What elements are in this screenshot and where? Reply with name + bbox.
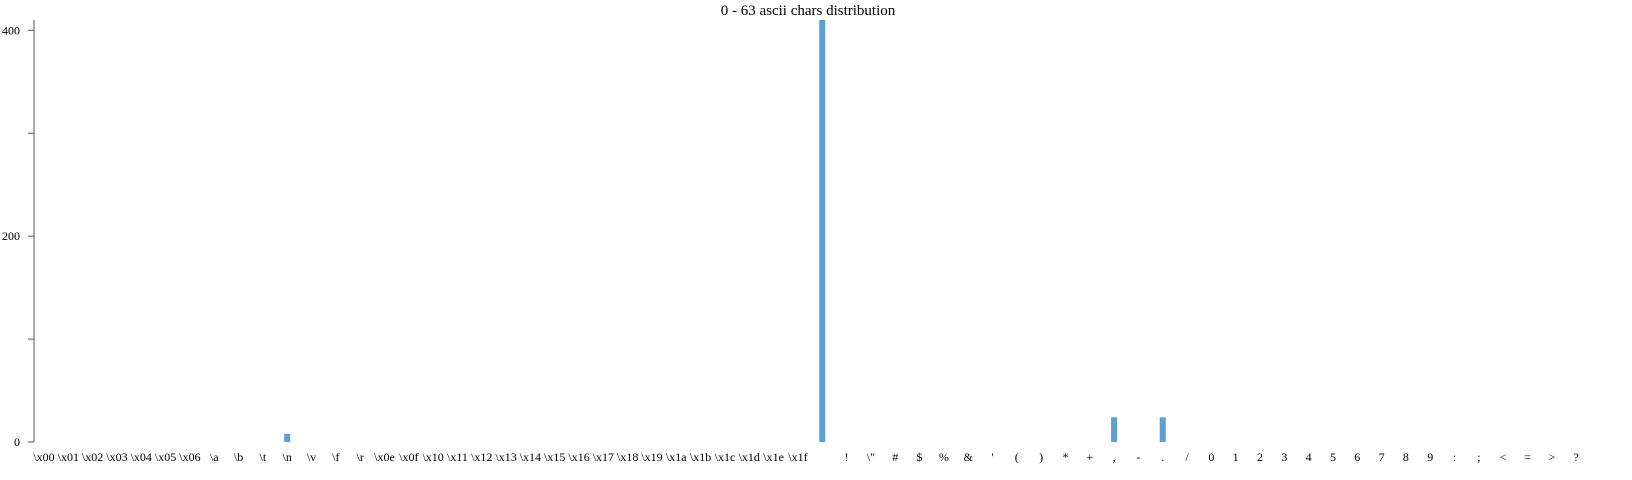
x-tick-label: ! xyxy=(845,450,849,464)
x-tick-label: \x0e xyxy=(374,450,395,464)
x-tick-label: \x1d xyxy=(739,450,760,464)
x-tick-label: 9 xyxy=(1427,450,1433,464)
x-tick-label: \n xyxy=(283,450,292,464)
x-tick-label: - xyxy=(1136,450,1140,464)
x-tick-label: \a xyxy=(210,450,219,464)
x-tick-label: 8 xyxy=(1403,450,1409,464)
x-tick-label: \x11 xyxy=(447,450,468,464)
bar xyxy=(819,20,826,442)
x-tick-label: + xyxy=(1086,450,1093,464)
y-tick-label: 200 xyxy=(2,229,20,243)
x-tick-label: , xyxy=(1113,450,1116,464)
x-tick-label: \v xyxy=(307,450,316,464)
y-tick-label: 400 xyxy=(2,23,20,37)
x-tick-label: \x17 xyxy=(593,450,614,464)
x-tick-label: \x01 xyxy=(58,450,79,464)
x-tick-label: \x05 xyxy=(155,450,176,464)
x-tick-label: . xyxy=(1161,450,1164,464)
x-tick-label: \x1e xyxy=(763,450,784,464)
x-tick-label: \x02 xyxy=(82,450,103,464)
x-tick-label: \x13 xyxy=(495,450,516,464)
x-tick-label: \x1b xyxy=(690,450,711,464)
x-tick-label: ? xyxy=(1573,450,1578,464)
x-tick-label: \x19 xyxy=(641,450,662,464)
x-tick-label: 2 xyxy=(1257,450,1263,464)
x-tick-label: \t xyxy=(260,450,267,464)
x-tick-label: \x12 xyxy=(471,450,492,464)
chart-title: 0 - 63 ascii chars distribution xyxy=(721,3,896,19)
y-axis: 0 200 400 xyxy=(2,20,35,449)
x-tick-label: \x1f xyxy=(788,450,807,464)
x-tick-label: < xyxy=(1500,450,1507,464)
x-tick-label: 7 xyxy=(1379,450,1385,464)
x-tick-label: ) xyxy=(1039,450,1043,464)
x-tick-label: % xyxy=(939,450,949,464)
x-tick-label: ' xyxy=(991,450,993,464)
x-tick-label: # xyxy=(892,450,898,464)
x-tick-label: \" xyxy=(867,450,875,464)
x-tick-label: 4 xyxy=(1306,450,1312,464)
x-axis-labels: \x00 \x01 \x02 \x03 \x04 \x05 \x06 \a \b \t \n \v \f… xyxy=(33,450,1578,464)
x-tick-label: > xyxy=(1548,450,1555,464)
x-tick-label: ( xyxy=(1015,450,1019,464)
x-tick-label: \x06 xyxy=(179,450,200,464)
x-tick-label: \x18 xyxy=(617,450,638,464)
x-tick-label: \x00 xyxy=(33,450,54,464)
bars xyxy=(284,20,1166,442)
x-tick-label: / xyxy=(1185,450,1189,464)
x-tick-label: \x0f xyxy=(399,450,418,464)
x-tick-label: \x04 xyxy=(131,450,152,464)
y-tick-label: 0 xyxy=(14,435,20,449)
x-tick-label: \f xyxy=(332,450,339,464)
x-tick-label: \x1c xyxy=(715,450,736,464)
x-tick-label: \x10 xyxy=(422,450,443,464)
x-tick-label: * xyxy=(1062,450,1068,464)
bar xyxy=(284,433,291,442)
x-tick-label: \x14 xyxy=(520,450,541,464)
x-tick-label: \x1a xyxy=(666,450,687,464)
x-tick-label: $ xyxy=(917,450,923,464)
x-tick-label: 5 xyxy=(1330,450,1336,464)
x-tick-label: 3 xyxy=(1281,450,1287,464)
bar xyxy=(1111,417,1118,442)
x-tick-label: \x16 xyxy=(568,450,589,464)
x-tick-label: \x15 xyxy=(544,450,565,464)
x-tick-label: \b xyxy=(234,450,243,464)
x-tick-label: \r xyxy=(356,450,363,464)
x-tick-label: ; xyxy=(1477,450,1480,464)
x-tick-label: 1 xyxy=(1233,450,1239,464)
bar xyxy=(1159,417,1166,442)
x-tick-label: \x03 xyxy=(106,450,127,464)
x-tick-label: 0 xyxy=(1208,450,1214,464)
x-tick-label: : xyxy=(1453,450,1456,464)
x-tick-label: 6 xyxy=(1354,450,1360,464)
x-tick-label: & xyxy=(963,450,973,464)
x-tick-label: = xyxy=(1524,450,1531,464)
